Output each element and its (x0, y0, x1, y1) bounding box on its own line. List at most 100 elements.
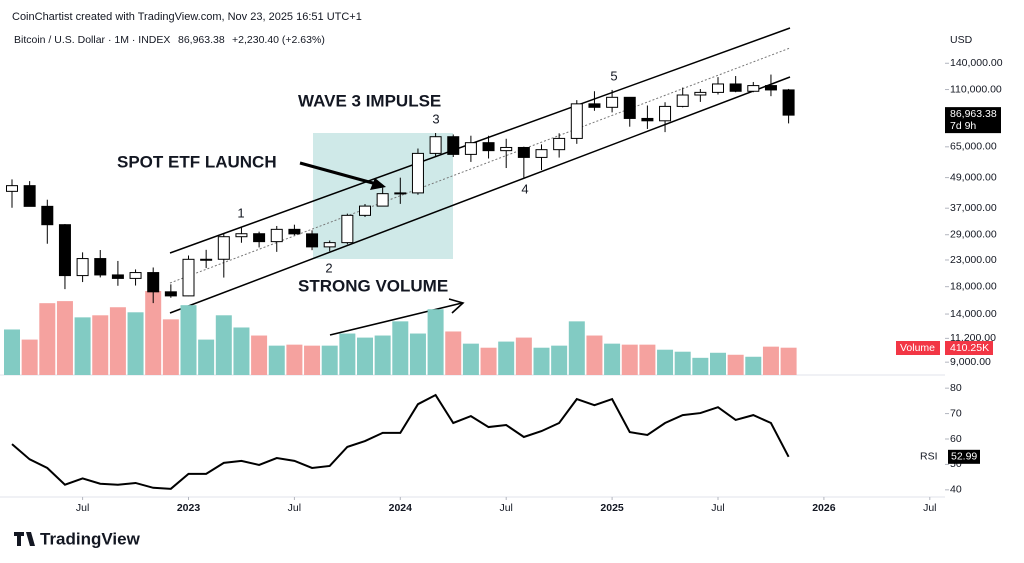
wave-label: 4 (521, 181, 528, 196)
candle-body (58, 224, 71, 277)
candle-body (217, 236, 230, 260)
y-tick-label: 49,000.00 (950, 171, 997, 183)
volume-bar (498, 341, 515, 375)
candle-body (164, 291, 177, 297)
wave-label: 3 (432, 111, 439, 126)
logo-mark (14, 532, 35, 546)
y-tick-label: 80 (950, 382, 962, 394)
x-tick-label: Jul (499, 502, 512, 514)
candle-body (147, 272, 160, 293)
volume-bar (321, 345, 338, 375)
candle-body (411, 152, 424, 194)
volume-bar (357, 337, 373, 375)
x-tick-label: Jul (76, 502, 89, 514)
volume-bar (339, 333, 356, 375)
candle-body (464, 142, 477, 155)
y-tick-label: 140,000.00 (950, 57, 1003, 69)
change: +2,230.40 (+2.63%) (232, 34, 325, 46)
rsi-line (11, 393, 790, 490)
volume-bar (162, 319, 179, 375)
volume-bar (180, 305, 197, 375)
wave-label: 5 (610, 68, 617, 83)
rsi-box (948, 449, 980, 464)
candle-body (341, 214, 354, 244)
volume-bar (198, 339, 215, 375)
candle-body (41, 205, 54, 226)
y-tick-label: 65,000.00 (950, 141, 997, 153)
volume-bar (692, 357, 709, 375)
candle-body (500, 146, 513, 152)
y-tick-label: 23,000.00 (950, 254, 997, 266)
layout (0, 27, 945, 546)
y-tick-label: 37,000.00 (950, 202, 997, 214)
volume-bar (21, 339, 38, 375)
volume-bar (286, 344, 303, 375)
y-tick-label: 18,000.00 (950, 280, 997, 292)
x-tick-label: 2025 (600, 502, 624, 514)
annotation: WAVE 3 IMPULSE (298, 91, 441, 110)
candle-body (517, 146, 530, 158)
candle-body (111, 274, 124, 279)
candle-body (676, 94, 689, 107)
x-tick-label: Jul (923, 502, 936, 514)
candle-body (94, 258, 107, 276)
volume-bar (657, 349, 674, 375)
y-tick-label: 50 (950, 458, 962, 470)
annotation: SPOT ETF LAUNCH (117, 152, 277, 171)
countdown: 7d 9h (950, 120, 976, 132)
volume-bar (604, 343, 621, 375)
rsi-name: RSI (920, 451, 938, 463)
y-tick-label: 70 (950, 407, 962, 419)
volume-bar (727, 354, 744, 375)
volume-value-box (945, 341, 993, 355)
x-tick-label: Jul (288, 502, 301, 514)
volume-bar (445, 331, 462, 375)
wave-label: 2 (325, 260, 332, 275)
y-tick-label: 40 (950, 484, 962, 496)
candle-body (747, 85, 760, 92)
volume-bar (304, 345, 321, 375)
y-tick-label: 60 (950, 433, 962, 445)
volume-arrow (329, 302, 463, 336)
x-tick-label: 2023 (177, 502, 201, 514)
annotation: STRONG VOLUME (298, 276, 448, 295)
candle-body (253, 233, 266, 243)
volume-bar (39, 303, 56, 375)
candle-body (6, 185, 18, 192)
candle-body (200, 258, 213, 261)
candle-body (394, 192, 407, 195)
volume-bar (762, 346, 779, 375)
candle-body (764, 85, 777, 91)
volume-bar (145, 291, 162, 375)
candle-body (323, 242, 336, 248)
volume-arrow-head (448, 298, 465, 314)
candle-body (782, 89, 795, 116)
candle-body (129, 272, 142, 279)
candle-body (570, 103, 583, 139)
volume-bar (710, 352, 726, 375)
candle-body (535, 149, 548, 158)
candle-body (429, 136, 442, 154)
candle-body (641, 117, 654, 122)
volume-bar (568, 321, 585, 375)
candle-body (694, 91, 707, 96)
x-tick-label: 2026 (812, 502, 836, 514)
candle-body (270, 228, 283, 243)
candle-body (447, 136, 460, 155)
volume-name: Volume (900, 342, 935, 354)
volume-bar (392, 321, 409, 375)
candle-body (606, 96, 619, 108)
volume-bar (127, 312, 144, 375)
y-tick-label: 29,000.00 (950, 229, 997, 241)
last-price-box (945, 107, 1001, 134)
y-tick-label: 14,000.00 (950, 308, 997, 320)
volume-bar (674, 351, 691, 375)
candle-body (182, 258, 195, 297)
candle-body (712, 83, 724, 93)
candle-body (76, 258, 89, 277)
volume-bar (215, 315, 232, 375)
rsi-value: 52.99 (951, 451, 977, 463)
volume-value: 410.25K (950, 342, 989, 354)
volume-bar (251, 335, 268, 375)
